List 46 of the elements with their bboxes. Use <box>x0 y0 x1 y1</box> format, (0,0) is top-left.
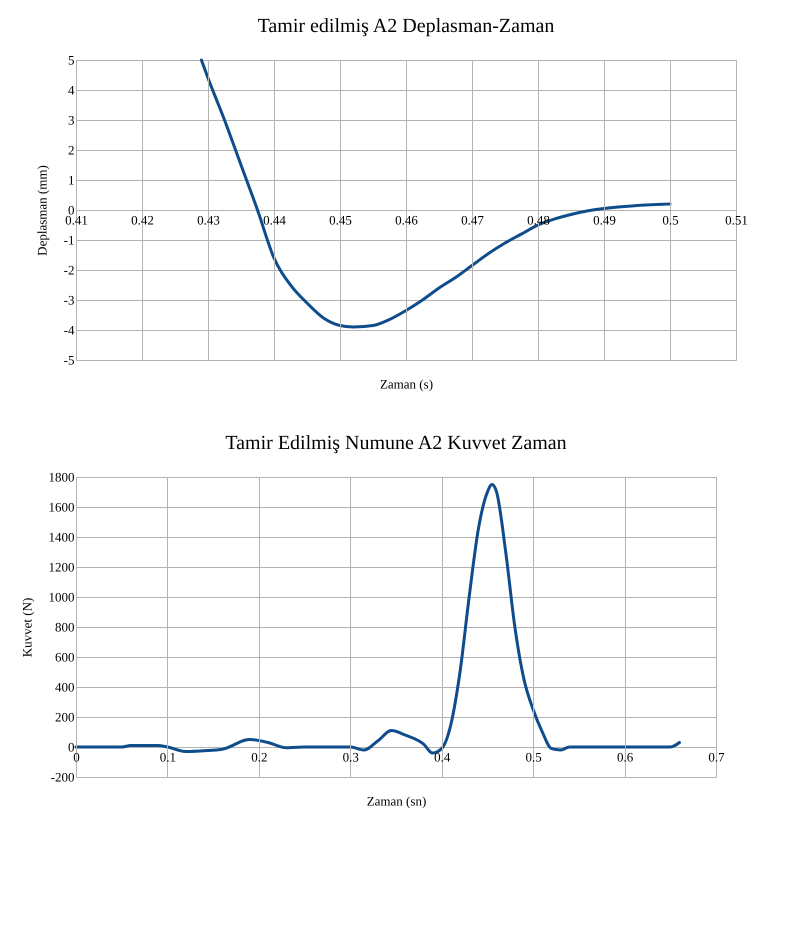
x-axis-title: Zaman (s) <box>380 376 434 392</box>
x-tick-label: 0.43 <box>197 212 220 228</box>
y-axis-title: Deplasman (mm) <box>34 165 50 256</box>
y-tick-label: 1800 <box>48 470 74 484</box>
y-tick-label: -200 <box>50 770 74 784</box>
y-tick-label: 1400 <box>48 530 74 544</box>
y-tick-label: 0 <box>68 740 74 754</box>
y-tick-label: 1 <box>68 172 74 188</box>
line-series <box>74 483 681 754</box>
x-axis-title: Zaman (sn) <box>366 794 426 808</box>
y-tick-label: -5 <box>64 352 74 368</box>
y-tick-label: 1600 <box>48 500 74 514</box>
x-tick-label: 0.45 <box>329 212 352 228</box>
x-tick-label: 0.7 <box>708 750 726 764</box>
x-tick-label: 0.49 <box>593 212 616 228</box>
x-tick-label: 0.1 <box>160 750 176 764</box>
y-axis-title: Kuvvet (N) <box>20 598 34 658</box>
chart-title: Tamir Edilmiş Numune A2 Kuvvet Zaman <box>225 432 567 454</box>
x-tick-label: 0.3 <box>342 750 359 764</box>
y-tick-label: 1000 <box>48 590 74 604</box>
y-tick-label: -2 <box>64 262 74 278</box>
x-tick-label: 0.2 <box>251 750 268 764</box>
x-tick-label: 0.4 <box>434 750 451 764</box>
chart-title: Tamir edilmiş A2 Deplasman-Zaman <box>258 15 554 37</box>
y-tick-label: 5 <box>68 52 74 68</box>
x-tick-label: 0.42 <box>131 212 154 228</box>
y-tick-label: 4 <box>68 82 75 98</box>
y-tick-label: 2 <box>68 142 74 158</box>
y-tick-label: 1200 <box>48 560 74 574</box>
y-tick-label: 600 <box>55 650 74 664</box>
x-tick-label: 0.44 <box>263 212 286 228</box>
y-tick-label: 800 <box>55 620 74 634</box>
y-tick-label: 0 <box>68 202 74 218</box>
y-tick-label: 3 <box>68 112 74 128</box>
y-tick-label: -3 <box>64 292 74 308</box>
x-tick-label: 0.46 <box>395 212 418 228</box>
y-tick-label: 400 <box>55 680 74 694</box>
x-tick-label: 0.5 <box>662 212 679 228</box>
y-tick-label: 200 <box>55 710 74 724</box>
x-tick-label: 0.51 <box>725 212 748 228</box>
x-tick-label: 0.47 <box>461 212 484 228</box>
x-tick-label: 0.48 <box>527 212 550 228</box>
x-tick-label: 0.6 <box>616 750 634 764</box>
y-tick-label: -1 <box>64 232 74 248</box>
y-tick-label: -4 <box>64 322 75 338</box>
x-tick-label: 0.5 <box>526 750 542 764</box>
